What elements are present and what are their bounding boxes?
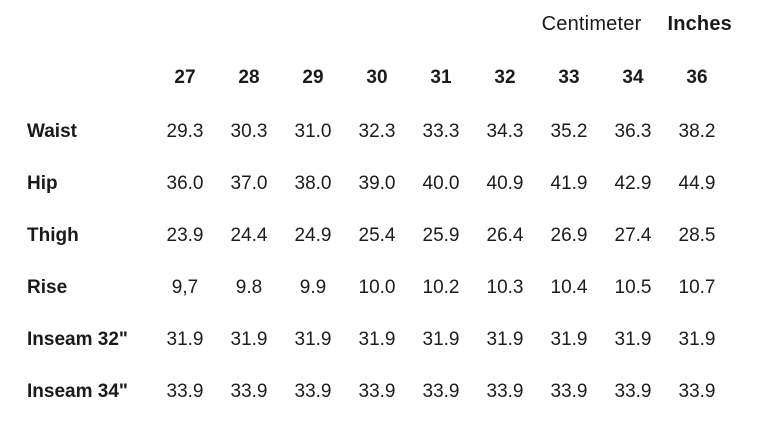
measurement-cell: 38.2 xyxy=(678,121,716,142)
measurement-cell: 42.9 xyxy=(614,173,652,194)
measurement-cell: 36.0 xyxy=(166,173,204,194)
measurement-cell: 33.9 xyxy=(614,381,652,402)
measurement-cell: 34.3 xyxy=(486,121,524,142)
measurement-cell: 32.3 xyxy=(358,121,396,142)
measurement-cell: 10.3 xyxy=(486,277,524,298)
measurement-cell: 9.8 xyxy=(235,277,263,298)
measurement-cell: 9.9 xyxy=(299,277,327,298)
measurement-row-label: Thigh xyxy=(27,225,79,246)
measurement-cell: 10.0 xyxy=(358,277,396,298)
unit-toggle: Centimeter Inches xyxy=(0,0,776,36)
measurement-cell: 28.5 xyxy=(678,225,716,246)
measurement-cell: 31.9 xyxy=(294,329,332,350)
measurement-cell: 31.9 xyxy=(230,329,268,350)
measurement-cell: 33.9 xyxy=(358,381,396,402)
measurement-cell: 33.9 xyxy=(678,381,716,402)
measurement-row-label: Inseam 34" xyxy=(27,381,128,402)
measurement-cell: 40.0 xyxy=(422,173,460,194)
measurement-cell: 10.5 xyxy=(614,277,652,298)
size-column-header: 33 xyxy=(558,67,580,88)
measurement-cell: 31.9 xyxy=(166,329,204,350)
measurement-cell: 33.9 xyxy=(422,381,460,402)
measurement-cell: 40.9 xyxy=(486,173,524,194)
measurement-row: Thigh 23.9 24.4 24.9 25.4 25.9 26.4 26.9 27.4 28.… xyxy=(0,210,729,262)
size-table: 27 28 29 30 31 32 33 34 36 Waist 29.3 30.3 31.0 32.3… xyxy=(0,50,729,418)
measurement-cell: 33.9 xyxy=(230,381,268,402)
measurement-cell: 27.4 xyxy=(614,225,652,246)
measurement-cell: 29.3 xyxy=(166,121,204,142)
measurement-cell: 33.9 xyxy=(294,381,332,402)
size-column-header: 28 xyxy=(238,67,260,88)
size-header-row: 27 28 29 30 31 32 33 34 36 xyxy=(0,50,729,106)
measurement-row-label: Inseam 32" xyxy=(27,329,128,350)
measurement-cell: 9,7 xyxy=(171,277,199,298)
measurement-cell: 31.0 xyxy=(294,121,332,142)
measurement-cell: 35.2 xyxy=(550,121,588,142)
size-column-header: 36 xyxy=(686,67,708,88)
measurement-row: Inseam 34" 33.9 33.9 33.9 33.9 33.9 33.9 33.9 33… xyxy=(0,366,729,418)
measurement-cell: 30.3 xyxy=(230,121,268,142)
unit-option-inches[interactable]: Inches xyxy=(667,13,732,35)
measurement-cell: 23.9 xyxy=(166,225,204,246)
measurement-row-label: Rise xyxy=(27,277,68,298)
measurement-cell: 26.4 xyxy=(486,225,524,246)
measurement-cell: 10.4 xyxy=(550,277,588,298)
size-column-header: 32 xyxy=(494,67,516,88)
measurement-cell: 41.9 xyxy=(550,173,588,194)
measurement-row-label: Hip xyxy=(27,173,58,194)
measurement-row-label: Waist xyxy=(27,121,77,142)
measurement-cell: 24.4 xyxy=(230,225,268,246)
measurement-row: Waist 29.3 30.3 31.0 32.3 33.3 34.3 35.2 36.3 38.… xyxy=(0,106,729,158)
size-column-header: 29 xyxy=(302,67,324,88)
measurement-cell: 31.9 xyxy=(678,329,716,350)
measurement-row: Inseam 32" 31.9 31.9 31.9 31.9 31.9 31.9 31.9 31… xyxy=(0,314,729,366)
measurement-row: Hip 36.0 37.0 38.0 39.0 40.0 40.9 41.9 42.9 44.9 xyxy=(0,158,729,210)
measurement-cell: 36.3 xyxy=(614,121,652,142)
measurement-cell: 10.2 xyxy=(422,277,460,298)
measurement-cell: 33.9 xyxy=(550,381,588,402)
measurement-cell: 33.9 xyxy=(486,381,524,402)
measurement-cell: 24.9 xyxy=(294,225,332,246)
measurement-cell: 44.9 xyxy=(678,173,716,194)
measurement-cell: 31.9 xyxy=(550,329,588,350)
measurement-cell: 38.0 xyxy=(294,173,332,194)
measurement-cell: 25.9 xyxy=(422,225,460,246)
measurement-cell: 31.9 xyxy=(358,329,396,350)
size-column-header: 27 xyxy=(174,67,196,88)
measurement-cell: 37.0 xyxy=(230,173,268,194)
measurement-cell: 26.9 xyxy=(550,225,588,246)
measurement-cell: 31.9 xyxy=(614,329,652,350)
measurement-cell: 31.9 xyxy=(486,329,524,350)
unit-option-centimeter[interactable]: Centimeter xyxy=(541,13,642,35)
measurement-cell: 33.3 xyxy=(422,121,460,142)
size-column-header: 34 xyxy=(622,67,644,88)
measurement-cell: 10.7 xyxy=(678,277,716,298)
measurement-row: Rise 9,7 9.8 9.9 10.0 10.2 10.3 10.4 10.5 10.7 xyxy=(0,262,729,314)
size-column-header: 31 xyxy=(430,67,452,88)
measurement-cell: 39.0 xyxy=(358,173,396,194)
header-spacer xyxy=(0,50,153,106)
measurement-cell: 33.9 xyxy=(166,381,204,402)
measurement-cell: 25.4 xyxy=(358,225,396,246)
size-column-header: 30 xyxy=(366,67,388,88)
measurement-cell: 31.9 xyxy=(422,329,460,350)
